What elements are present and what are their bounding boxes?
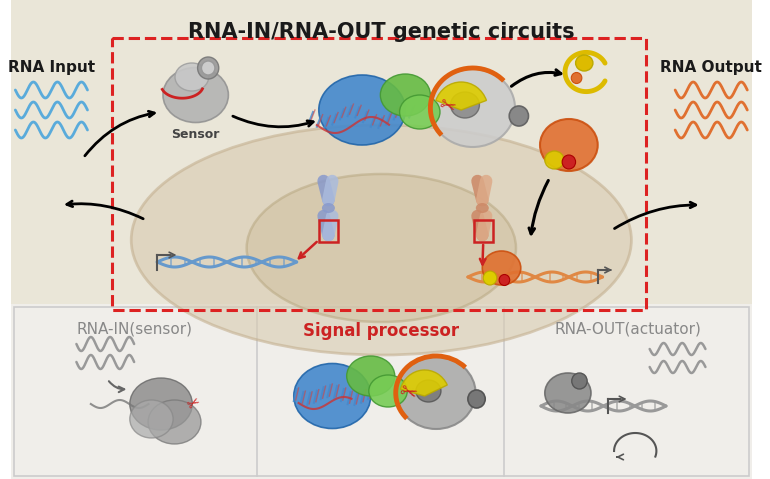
Ellipse shape bbox=[148, 400, 201, 444]
Ellipse shape bbox=[202, 61, 215, 75]
Ellipse shape bbox=[545, 151, 564, 169]
Bar bbox=[11, 304, 752, 479]
Bar bbox=[474, 220, 493, 242]
Text: Signal processor: Signal processor bbox=[303, 322, 460, 340]
Ellipse shape bbox=[198, 57, 219, 79]
Ellipse shape bbox=[572, 373, 588, 389]
Ellipse shape bbox=[346, 356, 395, 396]
Wedge shape bbox=[400, 370, 447, 396]
Ellipse shape bbox=[131, 125, 631, 355]
Ellipse shape bbox=[369, 375, 407, 407]
Ellipse shape bbox=[571, 72, 582, 83]
Bar bbox=[112, 38, 646, 310]
Text: RNA-IN/RNA-OUT genetic circuits: RNA-IN/RNA-OUT genetic circuits bbox=[188, 22, 574, 42]
Ellipse shape bbox=[545, 373, 591, 413]
Ellipse shape bbox=[400, 95, 440, 129]
Ellipse shape bbox=[130, 400, 173, 438]
Ellipse shape bbox=[499, 274, 510, 285]
Text: RNA Output: RNA Output bbox=[661, 60, 762, 75]
Text: ✂: ✂ bbox=[396, 381, 419, 405]
Ellipse shape bbox=[319, 75, 405, 145]
Ellipse shape bbox=[562, 155, 576, 169]
Ellipse shape bbox=[397, 357, 476, 429]
Ellipse shape bbox=[509, 106, 528, 126]
Bar bbox=[11, 0, 752, 304]
Ellipse shape bbox=[294, 364, 370, 429]
Ellipse shape bbox=[540, 119, 598, 171]
Bar bbox=[14, 307, 748, 476]
Ellipse shape bbox=[576, 55, 593, 71]
Ellipse shape bbox=[322, 203, 335, 213]
Text: ✂: ✂ bbox=[436, 94, 457, 118]
Text: Sensor: Sensor bbox=[172, 128, 220, 141]
Ellipse shape bbox=[484, 271, 497, 285]
Text: ✂: ✂ bbox=[185, 394, 203, 414]
Ellipse shape bbox=[380, 74, 430, 116]
Ellipse shape bbox=[246, 174, 516, 322]
Ellipse shape bbox=[476, 203, 489, 213]
Ellipse shape bbox=[130, 378, 192, 430]
Ellipse shape bbox=[163, 68, 229, 123]
Wedge shape bbox=[436, 82, 487, 110]
Text: RNA-IN(sensor): RNA-IN(sensor) bbox=[76, 322, 192, 337]
Ellipse shape bbox=[450, 92, 480, 118]
Ellipse shape bbox=[468, 390, 485, 408]
Text: RNA-OUT(actuator): RNA-OUT(actuator) bbox=[554, 322, 701, 337]
Text: RNA Input: RNA Input bbox=[8, 60, 95, 75]
Ellipse shape bbox=[416, 380, 441, 402]
Ellipse shape bbox=[482, 251, 521, 285]
Ellipse shape bbox=[175, 63, 209, 91]
Bar bbox=[319, 220, 338, 242]
Ellipse shape bbox=[430, 69, 515, 147]
